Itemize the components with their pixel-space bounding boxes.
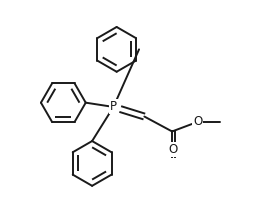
Text: P: P: [110, 100, 117, 113]
Text: O: O: [193, 115, 202, 128]
Text: O: O: [169, 143, 178, 156]
